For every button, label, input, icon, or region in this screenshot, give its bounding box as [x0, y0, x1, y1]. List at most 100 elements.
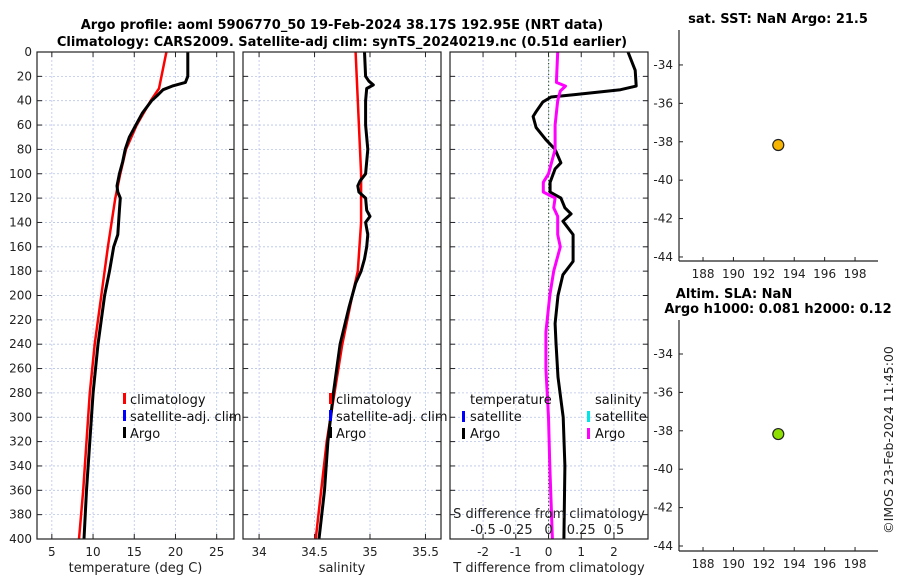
zero-reference-dot: [548, 534, 550, 536]
profile-panel-temperature: 0 20 40 60 80 100 120 140 160 180 200 220 240 260 280 3…: [9, 45, 242, 576]
zero-reference-dot: [548, 77, 550, 79]
zero-reference-dot: [548, 154, 550, 156]
secondary-x-tick-label: -0.25: [499, 523, 533, 538]
zero-reference-dot: [548, 388, 550, 390]
x-axis-label: temperature (deg C): [69, 561, 203, 576]
x-tick-label: 20: [168, 545, 183, 559]
zero-reference-dot: [548, 117, 550, 119]
zero-reference-dot: [548, 92, 550, 94]
legend-label: climatology: [130, 393, 206, 408]
x-tick-label: 10: [85, 545, 100, 559]
zero-reference-dot: [548, 384, 550, 386]
y-tick-label: 260: [9, 362, 32, 376]
zero-reference-dot: [548, 209, 550, 211]
zero-reference-dot: [548, 201, 550, 203]
zero-reference-dot: [548, 325, 550, 328]
zero-reference-dot: [548, 249, 550, 251]
zero-reference-dot: [548, 508, 550, 510]
zero-reference-dot: [548, 355, 550, 357]
secondary-x-tick-label: -0.5: [470, 523, 495, 538]
y-tick-label: 360: [9, 483, 32, 497]
x-tick-label: 5: [48, 545, 56, 559]
zero-reference-dot: [548, 515, 550, 518]
zero-reference-dot: [548, 150, 550, 152]
zero-reference-dot: [548, 501, 550, 503]
zero-reference-dot: [548, 136, 550, 138]
legend-label: Argo: [130, 427, 160, 442]
legend-label: Argo: [336, 427, 366, 442]
zero-reference-dot: [548, 252, 550, 255]
map-title: sat. SST: NaN Argo: 21.5: [688, 12, 868, 27]
x-tick-label: 194: [783, 267, 806, 281]
zero-reference-dot: [548, 121, 550, 123]
y-tick-label: -42: [653, 501, 673, 515]
zero-reference-dot: [548, 475, 550, 477]
x-tick-label: 190: [722, 267, 745, 281]
map-panel-sst_map: -34 -36 -38 -40 -42 -44 188 190 192 194 196 198 sat.…: [653, 12, 878, 281]
legend-label: Argo: [595, 427, 625, 442]
y-tick-label: 240: [9, 337, 32, 351]
zero-reference-dot: [548, 274, 550, 277]
secondary-x-tick-label: 0.25: [567, 523, 596, 538]
zero-reference-dot: [548, 493, 550, 496]
y-tick-label: 220: [9, 313, 32, 327]
axes-frame: [36, 51, 235, 540]
zero-reference-dot: [548, 344, 550, 346]
x-axis-label: salinity: [319, 561, 366, 576]
x-tick-label: -2: [477, 545, 489, 559]
zero-reference-dot: [548, 362, 550, 364]
y-tick-label: -36: [653, 96, 673, 110]
series-line-argo: [317, 51, 375, 540]
legend-title-temperature: temperature: [470, 393, 552, 408]
figure-title-line2: Climatology: CARS2009. Satellite-adj cli…: [57, 35, 627, 50]
argo-position-marker: [772, 138, 785, 152]
legend-label: satellite: [595, 410, 647, 425]
zero-reference-dot: [548, 504, 550, 507]
zero-reference-dot: [548, 176, 550, 178]
x-tick-label: 194: [783, 557, 806, 571]
zero-reference-dot: [548, 329, 550, 331]
y-tick-label: -34: [653, 347, 673, 361]
imos-credit: ©IMOS 23-Feb-2024 11:45:00: [881, 346, 896, 534]
figure-title-line1: Argo profile: aoml 5906770_50 19-Feb-202…: [81, 18, 603, 33]
zero-reference-dot: [548, 482, 550, 485]
y-tick-label: 0: [24, 45, 32, 59]
legend-marker: [123, 427, 126, 438]
y-tick-label: -44: [653, 539, 673, 553]
x-tick-label: 196: [813, 557, 836, 571]
zero-reference-dot: [548, 245, 550, 247]
legend-label: satellite: [470, 410, 522, 425]
zero-reference-dot: [548, 128, 550, 130]
zero-reference-dot: [548, 241, 550, 244]
y-tick-label: 320: [9, 435, 32, 449]
zero-reference-dot: [548, 139, 550, 141]
zero-reference-dot: [548, 227, 550, 229]
zero-reference-dot: [548, 369, 550, 371]
x-tick-label: 34.5: [301, 545, 328, 559]
map-panel-sla_map: -34 -36 -38 -40 -42 -44 188 190 192 194 196 198 Alti…: [653, 287, 891, 571]
zero-reference-dot: [548, 267, 550, 269]
zero-reference-dot: [548, 373, 550, 375]
zero-reference-dot: [548, 106, 550, 108]
zero-reference-dot: [548, 358, 550, 361]
x-tick-label: 35.5: [412, 545, 439, 559]
zero-reference-dot: [548, 377, 550, 379]
y-tick-label: 80: [17, 142, 32, 156]
zero-reference-dot: [548, 486, 550, 488]
zero-reference-dot: [548, 347, 550, 350]
x-tick-label: -1: [510, 545, 522, 559]
zero-reference-dot: [548, 523, 550, 525]
zero-reference-dot: [548, 282, 550, 284]
zero-reference-dot: [548, 519, 550, 521]
x-tick-label: 15: [127, 545, 142, 559]
x-tick-label: 198: [844, 557, 867, 571]
x-tick-label: 35: [362, 545, 377, 559]
zero-reference-dot: [548, 238, 550, 240]
zero-reference-dot: [548, 333, 550, 335]
x-tick-label: 0: [545, 545, 553, 559]
axes-frame: [449, 51, 649, 540]
zero-reference-dot: [548, 216, 550, 218]
zero-reference-dot: [548, 340, 550, 342]
x-tick-label: 34: [251, 545, 266, 559]
zero-reference-dot: [548, 125, 550, 127]
